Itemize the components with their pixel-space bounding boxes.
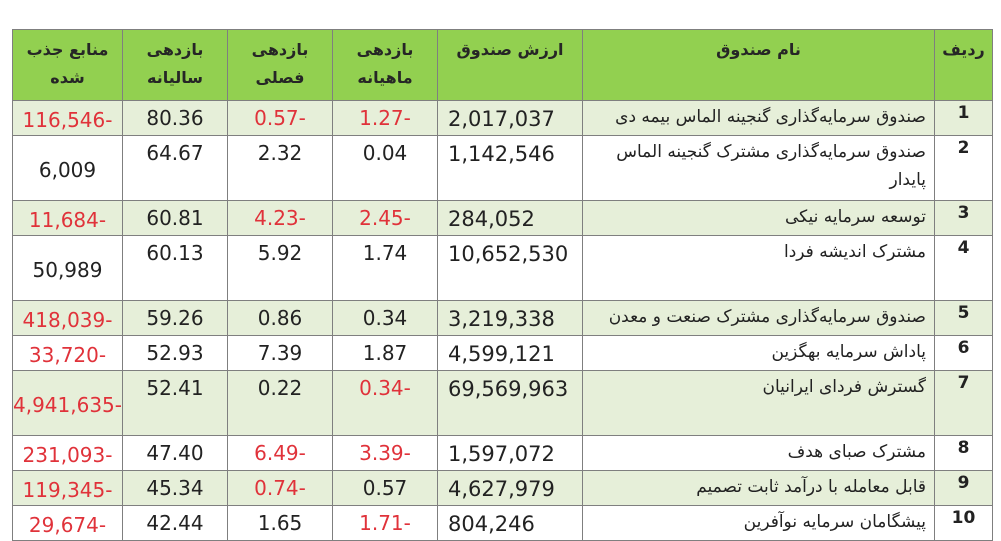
cell-monthly: -1.71 (332, 505, 438, 541)
table-row: 2 صندوق سرمایه‌گذاری مشترک گنجینه الماس پ… (12, 135, 993, 201)
cell-annual: 45.34 (122, 470, 228, 506)
table-row: 1 صندوق سرمایه‌گذاری گنجینه الماس بیمه دی… (12, 100, 993, 136)
cell-name: صندوق سرمایه‌گذاری گنجینه الماس بیمه دی (582, 100, 935, 136)
table-body: 1 صندوق سرمایه‌گذاری گنجینه الماس بیمه دی… (12, 100, 993, 541)
cell-annual: 80.36 (122, 100, 228, 136)
fund-table: ردیف نام صندوق ارزش صندوق بازدهی ماهیانه… (12, 29, 993, 541)
cell-value: 4,627,979 (437, 470, 583, 506)
cell-inflow: -418,039 (12, 300, 123, 336)
cell-rank: 5 (934, 300, 993, 336)
cell-inflow: -119,345 (12, 470, 123, 506)
cell-inflow: 50,989 (12, 235, 123, 301)
cell-name: پیشگامان سرمایه نوآفرین (582, 505, 935, 541)
cell-inflow: -33,720 (12, 335, 123, 371)
cell-inflow: -231,093 (12, 435, 123, 471)
cell-monthly: 1.74 (332, 235, 438, 301)
cell-name: مشترک صبای هدف (582, 435, 935, 471)
table-row: 10 پیشگامان سرمایه نوآفرین 804,246 -1.71 1.6… (12, 505, 993, 541)
cell-monthly: -3.39 (332, 435, 438, 471)
cell-name: صندوق سرمایه‌گذاری مشترک گنجینه الماس پا… (582, 135, 935, 201)
cell-quarterly: 1.65 (227, 505, 333, 541)
cell-value: 1,142,546 (437, 135, 583, 201)
cell-quarterly: -6.49 (227, 435, 333, 471)
cell-name: توسعه سرمایه نیکی (582, 200, 935, 236)
cell-monthly: -0.34 (332, 370, 438, 436)
cell-annual: 47.40 (122, 435, 228, 471)
cell-rank: 3 (934, 200, 993, 236)
header-row: ردیف نام صندوق ارزش صندوق بازدهی ماهیانه… (12, 29, 993, 101)
cell-name: قابل معامله با درآمد ثابت تصمیم (582, 470, 935, 506)
cell-rank: 1 (934, 100, 993, 136)
header-inflow: منابع جذب شده (12, 29, 123, 101)
cell-value: 69,569,963 (437, 370, 583, 436)
cell-quarterly: 5.92 (227, 235, 333, 301)
cell-name: صندوق سرمایه‌گذاری مشترک صنعت و معدن (582, 300, 935, 336)
cell-value: 804,246 (437, 505, 583, 541)
cell-annual: 52.41 (122, 370, 228, 436)
cell-value: 284,052 (437, 200, 583, 236)
cell-quarterly: 2.32 (227, 135, 333, 201)
cell-annual: 64.67 (122, 135, 228, 201)
cell-annual: 59.26 (122, 300, 228, 336)
cell-value: 3,219,338 (437, 300, 583, 336)
cell-value: 2,017,037 (437, 100, 583, 136)
cell-rank: 7 (934, 370, 993, 436)
header-value: ارزش صندوق (437, 29, 583, 101)
cell-annual: 52.93 (122, 335, 228, 371)
cell-rank: 2 (934, 135, 993, 201)
cell-rank: 6 (934, 335, 993, 371)
cell-name: پاداش سرمایه بهگزین (582, 335, 935, 371)
cell-quarterly: -4.23 (227, 200, 333, 236)
cell-inflow: -4,941,635 (12, 370, 123, 436)
cell-monthly: 1.87 (332, 335, 438, 371)
table-row: 4 مشترک اندیشه فردا 10,652,530 1.74 5.92 60.1… (12, 235, 993, 301)
header-name: نام صندوق (582, 29, 935, 101)
cell-rank: 4 (934, 235, 993, 301)
cell-annual: 42.44 (122, 505, 228, 541)
cell-monthly: -1.27 (332, 100, 438, 136)
cell-quarterly: 7.39 (227, 335, 333, 371)
table-row: 5 صندوق سرمایه‌گذاری مشترک صنعت و معدن 3,2… (12, 300, 993, 336)
table-row: 7 گسترش فردای ایرانیان 69,569,963 -0.34 0.22… (12, 370, 993, 436)
cell-annual: 60.81 (122, 200, 228, 236)
cell-annual: 60.13 (122, 235, 228, 301)
cell-inflow: 6,009 (12, 135, 123, 201)
cell-inflow: -116,546 (12, 100, 123, 136)
cell-monthly: 0.04 (332, 135, 438, 201)
cell-quarterly: 0.22 (227, 370, 333, 436)
cell-inflow: -11,684 (12, 200, 123, 236)
fund-table-container: ردیف نام صندوق ارزش صندوق بازدهی ماهیانه… (12, 29, 993, 541)
table-row: 8 مشترک صبای هدف 1,597,072 -3.39 -6.49 47.40-… (12, 435, 993, 471)
cell-rank: 9 (934, 470, 993, 506)
cell-value: 1,597,072 (437, 435, 583, 471)
cell-quarterly: 0.86 (227, 300, 333, 336)
cell-value: 10,652,530 (437, 235, 583, 301)
header-quarterly: بازدهی فصلی (227, 29, 333, 101)
cell-rank: 8 (934, 435, 993, 471)
cell-quarterly: -0.57 (227, 100, 333, 136)
cell-monthly: 0.57 (332, 470, 438, 506)
cell-inflow: -29,674 (12, 505, 123, 541)
header-monthly: بازدهی ماهیانه (332, 29, 438, 101)
table-row: 9 قابل معامله با درآمد ثابت تصمیم 4,627,97… (12, 470, 993, 506)
cell-quarterly: -0.74 (227, 470, 333, 506)
table-row: 3 توسعه سرمایه نیکی 284,052 -2.45 -4.23 60.81… (12, 200, 993, 236)
cell-value: 4,599,121 (437, 335, 583, 371)
cell-monthly: -2.45 (332, 200, 438, 236)
cell-monthly: 0.34 (332, 300, 438, 336)
cell-name: مشترک اندیشه فردا (582, 235, 935, 301)
header-annual: بازدهی سالیانه (122, 29, 228, 101)
cell-rank: 10 (934, 505, 993, 541)
table-row: 6 پاداش سرمایه بهگزین 4,599,121 1.87 7.39 52.… (12, 335, 993, 371)
header-rank: ردیف (934, 29, 993, 101)
cell-name: گسترش فردای ایرانیان (582, 370, 935, 436)
